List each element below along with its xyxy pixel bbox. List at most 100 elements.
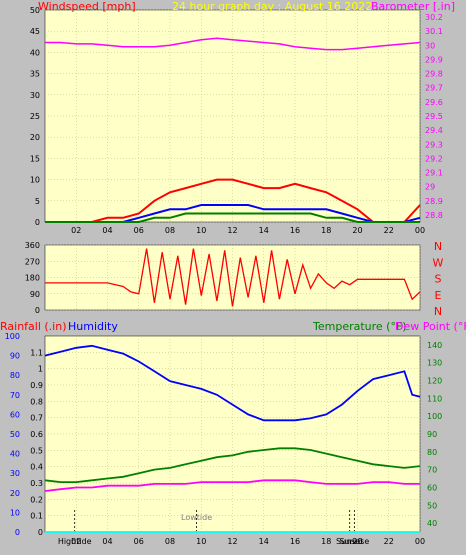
series-wind-direction [45,248,421,307]
compass-label: W [433,256,444,269]
wind-chart-title: 24 hour graph day : August 16 2022 [172,0,372,13]
barometer-tick-label: 29.9 [425,55,443,64]
barometer-tick-label: 29 [425,183,435,192]
direction-tick-label: 360 [25,241,40,250]
rainfall-tick-label: 0.6 [30,430,43,439]
rainfall-tick-label: 0.3 [30,479,43,488]
temp-x-tick-label: 02 [71,537,81,546]
wind-x-tick-label: 22 [384,226,394,235]
compass-label: S [435,273,442,286]
rainfall-tick-label: 0.9 [30,381,43,390]
annotation-hightide: Hightide [58,537,92,546]
temperature-tick-label: 70 [427,466,437,475]
direction-tick-label: 180 [25,274,40,283]
temperature-tick-label: 130 [427,359,442,368]
compass-label: E [435,289,442,302]
wind-x-tick-label: 12 [227,226,237,235]
temperature-tick-label: 140 [427,341,442,350]
temperature-axis-label: Temperature (°F) [312,320,407,333]
barometer-tick-label: 29.1 [425,169,443,178]
rainfall-tick-label: 0 [38,528,43,537]
temp-x-tick-label: 20 [352,537,362,546]
barometer-tick-label: 29.2 [425,154,443,163]
barometer-tick-label: 29.8 [425,70,443,79]
barometer-tick-label: 29.7 [425,84,443,93]
wind-left-tick-label: 15 [30,154,40,163]
compass-label: N [434,305,442,318]
annotation-sunrise: Sunrise [339,537,369,546]
wind-series [45,37,421,223]
temp-x-tick-label: 16 [290,537,300,546]
temp-x-tick-label: 00 [415,537,425,546]
rainfall-tick-label: 0.2 [30,495,43,504]
barometer-tick-label: 29.6 [425,98,443,107]
barometer-tick-label: 29.4 [425,126,443,135]
wind-x-tick-label: 14 [259,226,269,235]
temp-x-tick-label: 06 [134,537,144,546]
series-barometer [45,37,421,51]
wind-left-tick-label: 50 [30,6,40,15]
wind-x-tick-label: 04 [102,226,112,235]
wind-x-tick-label: 16 [290,226,300,235]
series-temperature [44,447,421,484]
series-wind-gust [45,178,421,223]
temp-x-tick-label: 10 [196,537,206,546]
barometer-tick-label: 30.2 [425,13,443,22]
temperature-tick-label: 40 [427,519,437,528]
wind-left-tick-label: 5 [35,197,40,206]
wind-left-tick-label: 20 [30,133,40,142]
wind-left-tick-label: 30 [30,91,40,100]
series-wind-average [45,212,420,223]
barometer-tick-label: 28.8 [425,211,443,220]
temp-panel: Rainfall (.in) Humidity Temperature (°F)… [0,320,466,546]
temp-x-tick-label: 22 [384,537,394,546]
temperature-tick-label: 80 [427,448,437,457]
humidity-tick-label: 70 [10,391,20,400]
wind-right-ticks: 28.8 28.9 29 29.1 29.2 29.3 29.4 29.5 29.6 29.7 29… [425,13,443,220]
dewpoint-axis-label: Dew Point (°F) [395,320,466,333]
rainfall-tick-label: 0.8 [30,397,43,406]
direction-tick-label: 90 [30,290,40,299]
wind-right-axis-label: Barometer [.in] [371,0,455,13]
direction-tick-label: 270 [25,257,40,266]
barometer-tick-label: 30.1 [425,27,443,36]
rainfall-tick-label: 0.7 [30,414,43,423]
barometer-tick-label: 29.5 [425,112,443,121]
temperature-tick-label: 90 [427,430,437,439]
wind-left-tick-label: 40 [30,48,40,57]
humidity-axis-label: Humidity [68,320,118,333]
humidity-tick-label: 90 [10,352,20,361]
rainfall-tick-label: 1 [38,365,43,374]
temp-series [44,344,421,533]
rainfall-tick-label: 0.4 [30,463,43,472]
rainfall-tick-label: 1.1 [30,348,43,357]
rainfall-tick-label: 0.5 [30,446,43,455]
compass-label: N [434,240,442,253]
humidity-tick-label: 20 [10,489,20,498]
rain-ticks: 0 0.1 0.2 0.3 0.4 0.5 0.6 0.7 0.8 0.9 1 1.1 [30,348,43,537]
direction-tick-label: 0 [35,306,40,315]
humidity-ticks: 0 10 20 30 40 50 60 70 80 90 100 [5,332,20,537]
temperature-tick-label: 100 [427,412,442,421]
humidity-tick-label: 40 [10,450,20,459]
humidity-tick-label: 60 [10,410,20,419]
wind-left-tick-label: 45 [30,27,40,36]
humidity-tick-label: 50 [10,430,20,439]
wind-left-tick-label: 25 [30,112,40,121]
wind-grid [45,9,421,223]
wind-left-tick-label: 35 [30,70,40,79]
annotation-lowtide: Lowtide [181,513,212,522]
temperature-tick-label: 120 [427,377,442,386]
barometer-tick-label: 30 [425,41,435,50]
series-humidity [44,344,421,422]
annotation-sunset: Sunset [336,537,363,546]
temperature-ticks: 40 50 60 70 80 90 100 110 120 130 140 [427,341,442,528]
temperature-tick-label: 110 [427,394,442,403]
wind-panel: Windspeed [mph] 24 hour graph day : Augu… [30,0,455,235]
wind-x-tick-label: 00 [415,226,425,235]
temp-x-tick-label: 14 [259,537,269,546]
rainfall-axis-label: Rainfall (.in) [0,320,67,333]
wind-x-ticks: 02 04 06 08 10 12 14 16 18 20 22 00 [71,226,425,235]
